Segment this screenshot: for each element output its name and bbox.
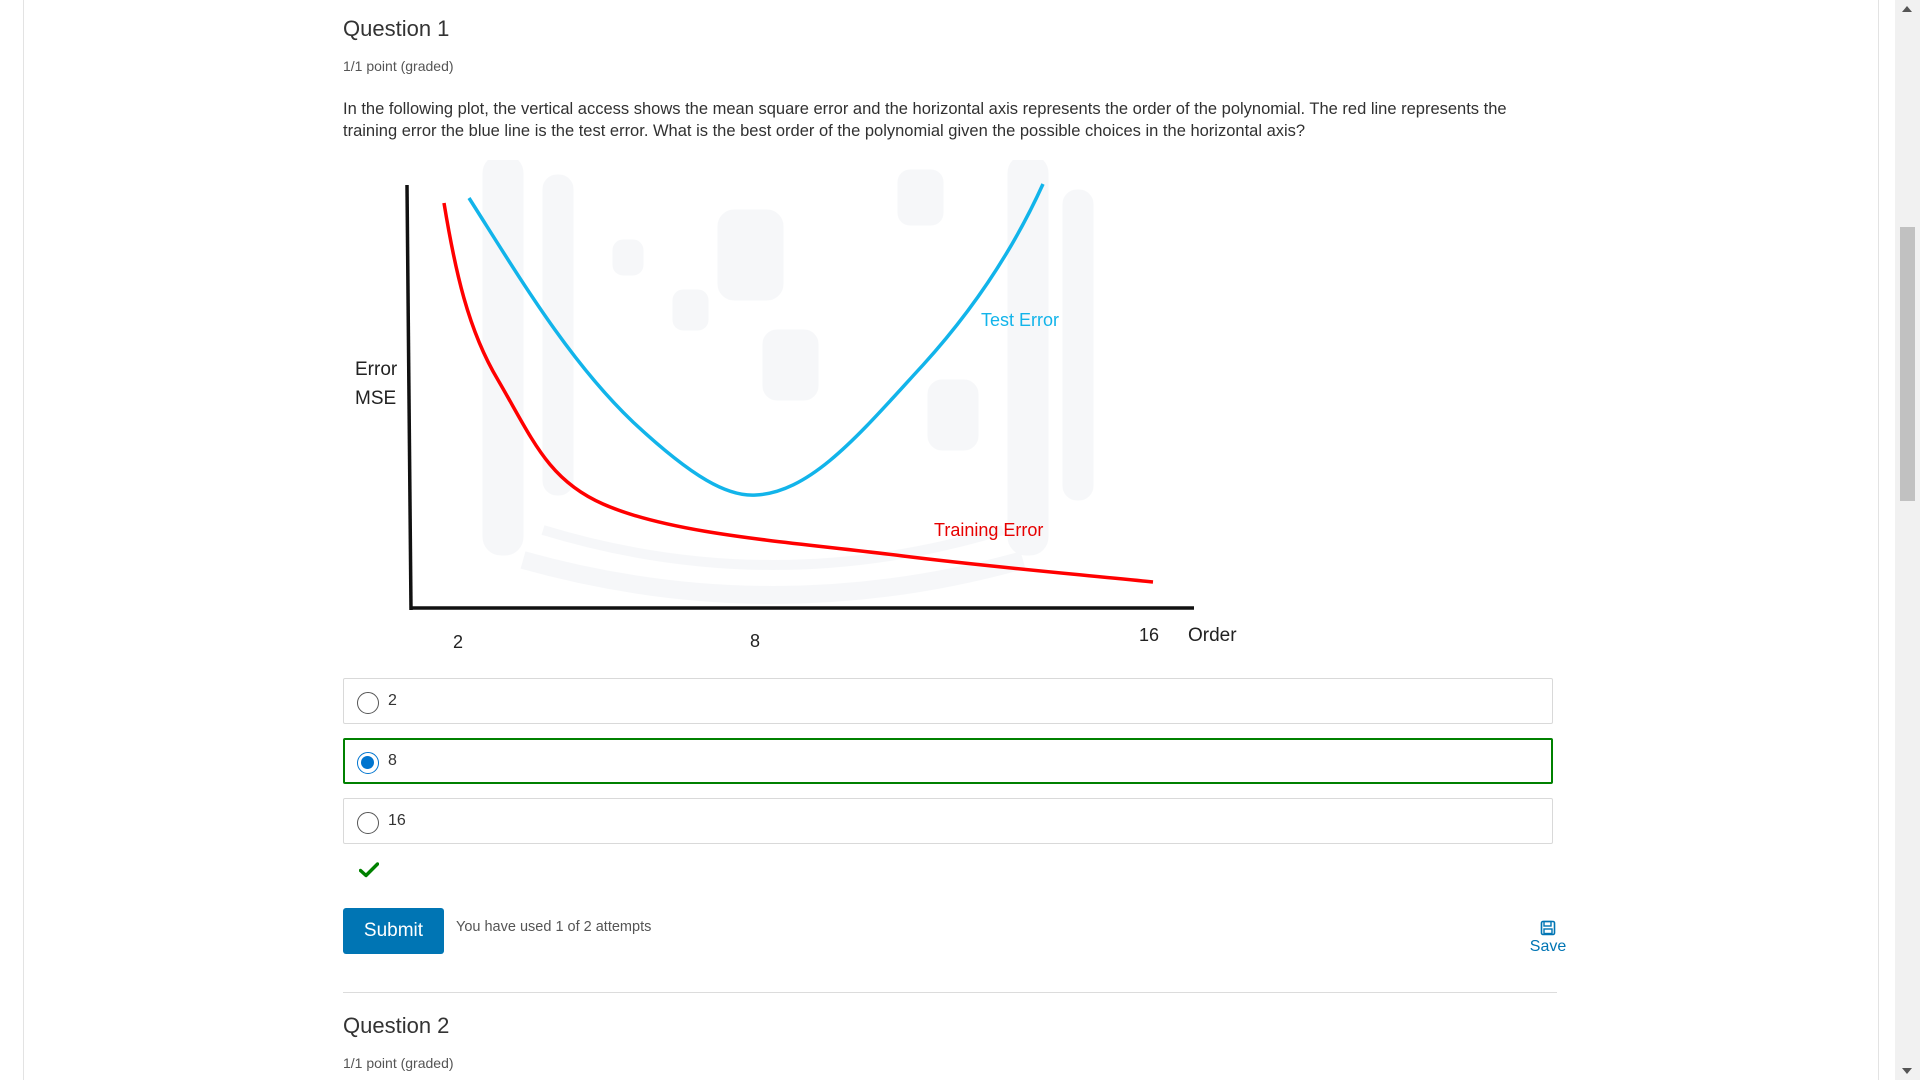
question-divider (343, 992, 1557, 993)
correct-check-icon (359, 862, 379, 878)
save-button[interactable]: Save (1503, 920, 1593, 956)
question-1-points: 1/1 point (graded) (343, 58, 454, 74)
scroll-down-arrow-icon[interactable] (1902, 1068, 1912, 1074)
plot-svg: Error MSE Order 2 8 16 Test Error Traini… (355, 160, 1237, 652)
attempts-info: You have used 1 of 2 attempts (456, 919, 652, 935)
plot-watermark (482, 160, 1094, 604)
save-disk-icon (1540, 920, 1556, 936)
test-error-curve (467, 183, 1045, 497)
answer-option-8[interactable]: 8 (343, 738, 1553, 784)
error-vs-order-plot: Error MSE Order 2 8 16 Test Error Traini… (343, 160, 1243, 660)
radio-button[interactable] (357, 812, 379, 834)
x-axis-label: Order (1188, 625, 1237, 646)
question-2-title: Question 2 (343, 1013, 450, 1038)
y-axis (405, 184, 413, 611)
y-axis-label-line1: Error (355, 359, 398, 380)
answer-option-label: 16 (388, 812, 406, 829)
answer-option-label: 8 (388, 752, 397, 769)
question-1-title: Question 1 (343, 16, 450, 41)
submit-button[interactable]: Submit (343, 908, 444, 954)
page-scrollbar[interactable] (1895, 0, 1920, 1080)
answer-option-label: 2 (388, 692, 397, 709)
training-error-label: Training Error (934, 520, 1043, 540)
answer-option-16[interactable]: 16 (343, 798, 1553, 844)
save-label: Save (1529, 938, 1567, 955)
page-right-margin (1878, 0, 1879, 1080)
answer-option-2[interactable]: 2 (343, 678, 1553, 724)
radio-selected-dot (361, 756, 374, 769)
radio-button-selected[interactable] (357, 752, 379, 774)
test-error-label: Test Error (981, 310, 1059, 330)
x-tick-16: 16 (1139, 625, 1159, 645)
radio-button[interactable] (357, 692, 379, 714)
question-2-points: 1/1 point (graded) (343, 1055, 454, 1071)
x-tick-2: 2 (453, 632, 463, 652)
scroll-up-arrow-icon[interactable] (1902, 6, 1912, 12)
question-1-text: In the following plot, the vertical acce… (343, 100, 1507, 140)
scrollbar-thumb[interactable] (1900, 227, 1915, 501)
y-axis-label-line2: MSE (355, 388, 396, 409)
page-left-margin (0, 0, 24, 1080)
training-error-curve (442, 202, 1154, 584)
x-tick-8: 8 (750, 631, 760, 651)
